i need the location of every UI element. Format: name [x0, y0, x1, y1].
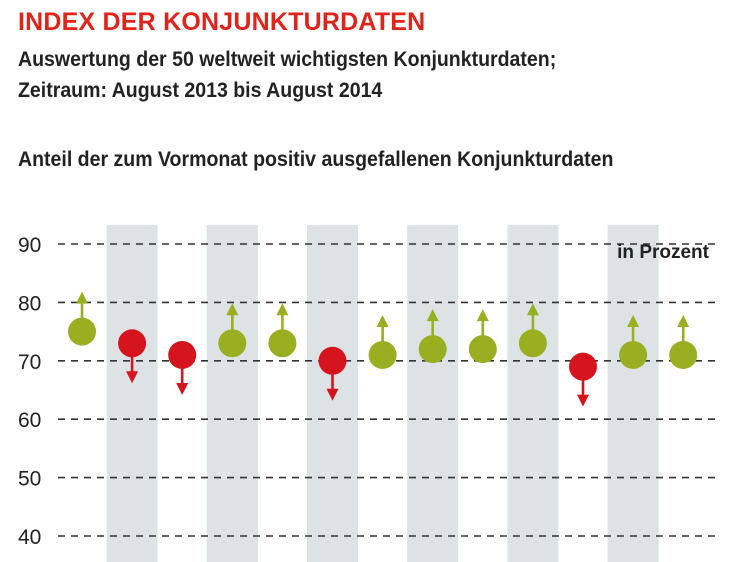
y-tick-label-40: 40	[18, 526, 41, 549]
data-point-2	[118, 329, 147, 384]
arrow-down-icon	[126, 371, 139, 384]
data-point-9	[468, 309, 497, 364]
y-tick-label-60: 60	[18, 409, 41, 432]
point-marker-6	[318, 346, 347, 375]
arrow-up-icon	[276, 303, 289, 316]
point-marker-5	[268, 329, 297, 358]
y-tick-label-80: 80	[18, 292, 41, 315]
point-marker-2	[118, 329, 147, 358]
chart-title: INDEX DER KONJUNKTURDATEN	[18, 8, 426, 36]
y-tick-label-50: 50	[18, 468, 41, 491]
point-marker-10	[518, 329, 547, 358]
chart-subtitle: Auswertung der 50 weltweit wichtigsten K…	[18, 44, 556, 106]
arrow-up-icon	[677, 314, 690, 327]
point-marker-12	[619, 340, 648, 369]
arrow-up-icon	[76, 291, 88, 304]
data-point-8	[418, 309, 447, 364]
shaded-band-4	[407, 225, 459, 562]
shaded-bands	[106, 225, 659, 562]
arrow-up-icon	[476, 309, 489, 322]
arrow-up-icon	[376, 314, 389, 327]
point-marker-8	[418, 335, 447, 364]
data-point-4	[218, 303, 247, 358]
data-point-11	[569, 352, 597, 407]
arrow-down-icon	[577, 394, 589, 407]
data-point-5	[268, 303, 297, 358]
data-point-10	[518, 303, 547, 358]
shaded-band-1	[106, 225, 158, 562]
data-point-13	[669, 314, 698, 369]
y-tick-label-90: 90	[18, 234, 41, 257]
arrow-up-icon	[526, 303, 539, 316]
point-marker-13	[669, 340, 698, 369]
data-point-3	[168, 340, 197, 395]
arrow-down-icon	[326, 388, 339, 401]
data-point-12	[619, 314, 648, 369]
shaded-band-2	[206, 225, 258, 562]
subtitle-line-1: Auswertung der 50 weltweit wichtigsten K…	[18, 48, 557, 71]
y-axis-ticks: 40 50 60 70 80 90	[18, 234, 41, 549]
point-marker-7	[368, 340, 397, 369]
data-point-1	[68, 291, 96, 346]
data-points	[68, 291, 698, 407]
y-tick-label-70: 70	[18, 351, 41, 374]
chart-heading: Anteil der zum Vormonat positiv ausgefal…	[18, 148, 614, 171]
point-marker-4	[218, 329, 247, 358]
data-point-7	[368, 314, 397, 369]
gridlines	[58, 243, 718, 537]
unit-label: in Prozent	[617, 242, 710, 263]
point-marker-3	[168, 340, 197, 369]
arrow-up-icon	[627, 314, 640, 327]
arrow-down-icon	[176, 382, 189, 395]
point-marker-11	[569, 352, 597, 381]
shaded-band-6	[607, 225, 659, 562]
point-marker-9	[468, 335, 497, 364]
subtitle-line-2: Zeitraum: August 2013 bis August 2014	[18, 79, 383, 102]
arrow-up-icon	[426, 309, 439, 322]
point-marker-1	[68, 317, 96, 346]
arrow-up-icon	[226, 303, 239, 316]
shaded-band-5	[507, 225, 559, 562]
data-point-6	[318, 346, 347, 401]
